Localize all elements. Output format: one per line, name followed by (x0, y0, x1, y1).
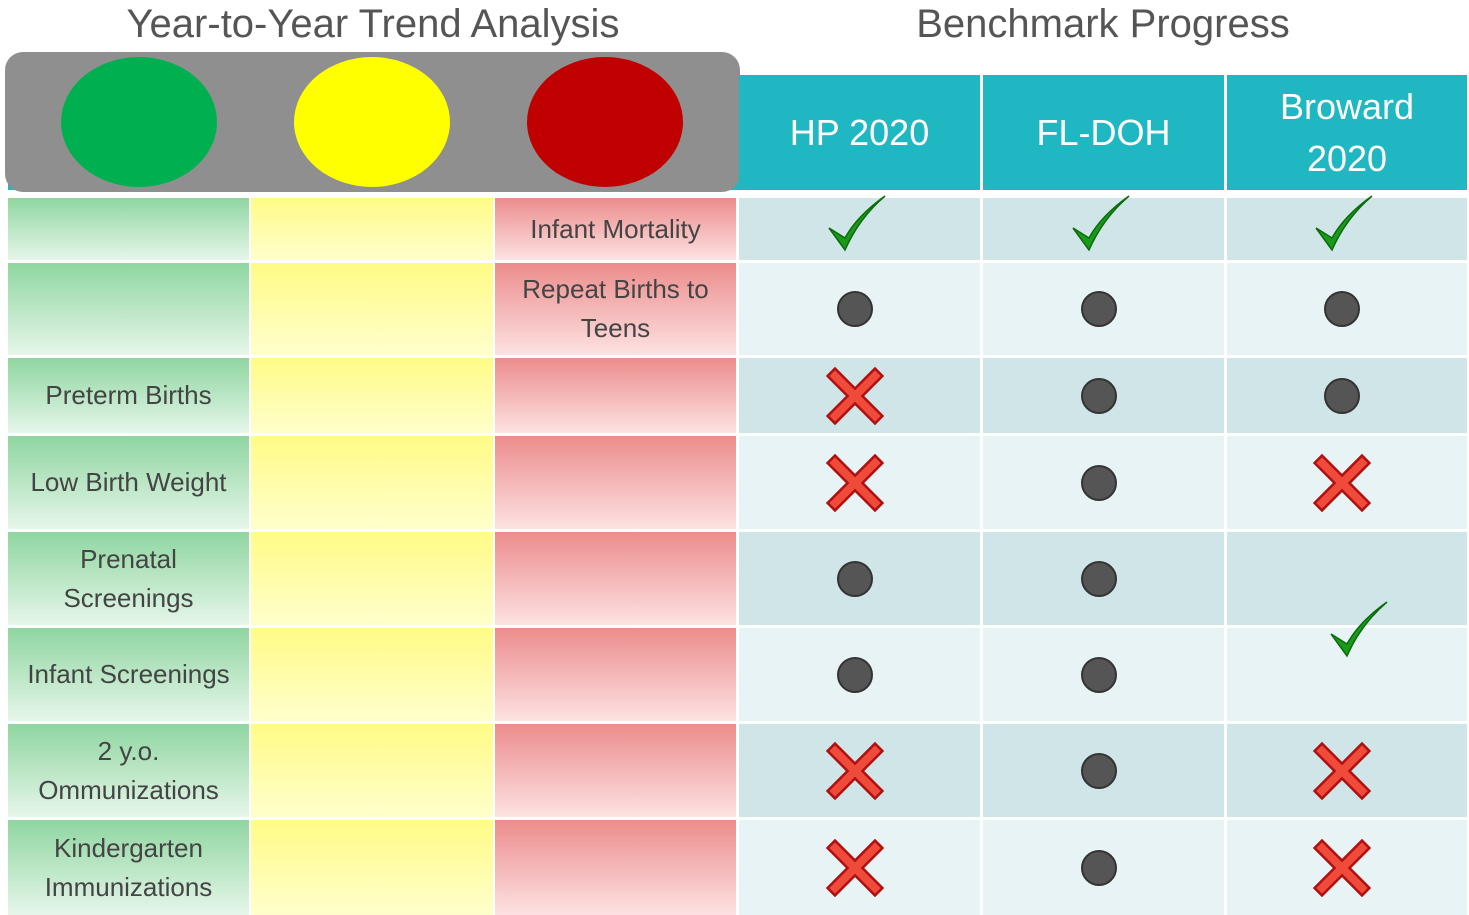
trend-title: Year-to-Year Trend Analysis (126, 2, 620, 46)
trend-cell: Repeat Births to Teens (495, 263, 736, 355)
trend-cell (251, 532, 493, 625)
trend-cell: Low Birth Weight (8, 436, 249, 529)
cross (1312, 741, 1372, 800)
cross (1312, 453, 1372, 512)
icon-part (1080, 377, 1117, 414)
trend-cell (495, 820, 736, 915)
trend-cell: Infant Mortality (495, 198, 736, 260)
check (827, 195, 885, 252)
icon-part (836, 560, 873, 597)
trend-cell (495, 724, 736, 817)
trend-cell: Kindergarten Immunizations (8, 820, 249, 915)
trend-cell: Infant Screenings (8, 628, 249, 721)
trend-cell (495, 532, 736, 625)
icon-part (1080, 560, 1117, 597)
traffic-light (5, 52, 740, 192)
icon-part (827, 195, 885, 252)
icon-part (828, 369, 881, 422)
cross (1312, 838, 1372, 897)
dot (1080, 656, 1117, 693)
cross (825, 366, 884, 425)
trend-cell (251, 820, 493, 915)
dot (1080, 752, 1117, 789)
dot (836, 560, 873, 597)
benchmark-cell (1227, 198, 1467, 260)
icon-part (1316, 841, 1368, 894)
trend-cell (8, 263, 249, 355)
dot (836, 656, 873, 693)
icon-part (1316, 456, 1368, 509)
trend-cell (251, 198, 493, 260)
icon-part (1316, 841, 1368, 894)
dot (1080, 560, 1117, 597)
icon-part (1080, 464, 1117, 501)
trend-cell (251, 263, 493, 355)
icon-part (828, 744, 881, 797)
dot (1080, 849, 1117, 886)
trend-cell (8, 198, 249, 260)
icon-part (1080, 291, 1117, 327)
trend-cell (251, 628, 493, 721)
dot (1080, 377, 1117, 414)
benchmark-cell (739, 198, 980, 260)
icon-part (828, 744, 881, 797)
trend-cell: Prenatal Screenings (8, 532, 249, 625)
icon-part (828, 369, 881, 422)
trend-cell (495, 436, 736, 529)
dot (1324, 291, 1360, 327)
column-header: Broward 2020 (1227, 75, 1467, 190)
icon-part (1330, 601, 1388, 658)
icon-part (1080, 849, 1117, 886)
trend-cell (251, 358, 493, 433)
icon-part (836, 291, 873, 327)
trend-cell (495, 358, 736, 433)
red-light (527, 57, 683, 187)
icon-part (836, 656, 873, 693)
icon-part (1080, 656, 1117, 693)
benchmark-cell (983, 198, 1224, 260)
dot (1080, 291, 1117, 327)
icon-part (828, 841, 881, 894)
check (1315, 195, 1373, 252)
dot (836, 291, 873, 327)
icon-part (828, 841, 881, 894)
trend-cell (495, 628, 736, 721)
column-header: HP 2020 (739, 75, 980, 190)
icon-part (1316, 456, 1368, 509)
icon-part (828, 456, 881, 509)
column-header: FL-DOH (983, 75, 1224, 190)
dot (1324, 377, 1360, 414)
icon-part (1316, 744, 1368, 797)
icon-part (1071, 195, 1129, 252)
cross (825, 838, 884, 897)
cross (825, 741, 884, 800)
green-light (61, 57, 217, 187)
icon-part (828, 456, 881, 509)
icon-part (1324, 291, 1360, 327)
lights (61, 57, 683, 187)
trend-cell: 2 y.o. Ommunizations (8, 724, 249, 817)
icon-part (1316, 744, 1368, 797)
dot (1080, 464, 1117, 501)
yellow-light (294, 57, 450, 187)
benchmark-cell (1227, 532, 1467, 625)
icon-part (1315, 195, 1373, 252)
check (1330, 601, 1388, 658)
trend-cell (251, 724, 493, 817)
icon-part (1324, 377, 1360, 414)
cross (825, 453, 884, 512)
benchmark-title: Benchmark Progress (916, 2, 1290, 46)
trend-cell (251, 436, 493, 529)
icon-part (1080, 752, 1117, 789)
trend-cell: Preterm Births (8, 358, 249, 433)
check (1071, 195, 1129, 252)
